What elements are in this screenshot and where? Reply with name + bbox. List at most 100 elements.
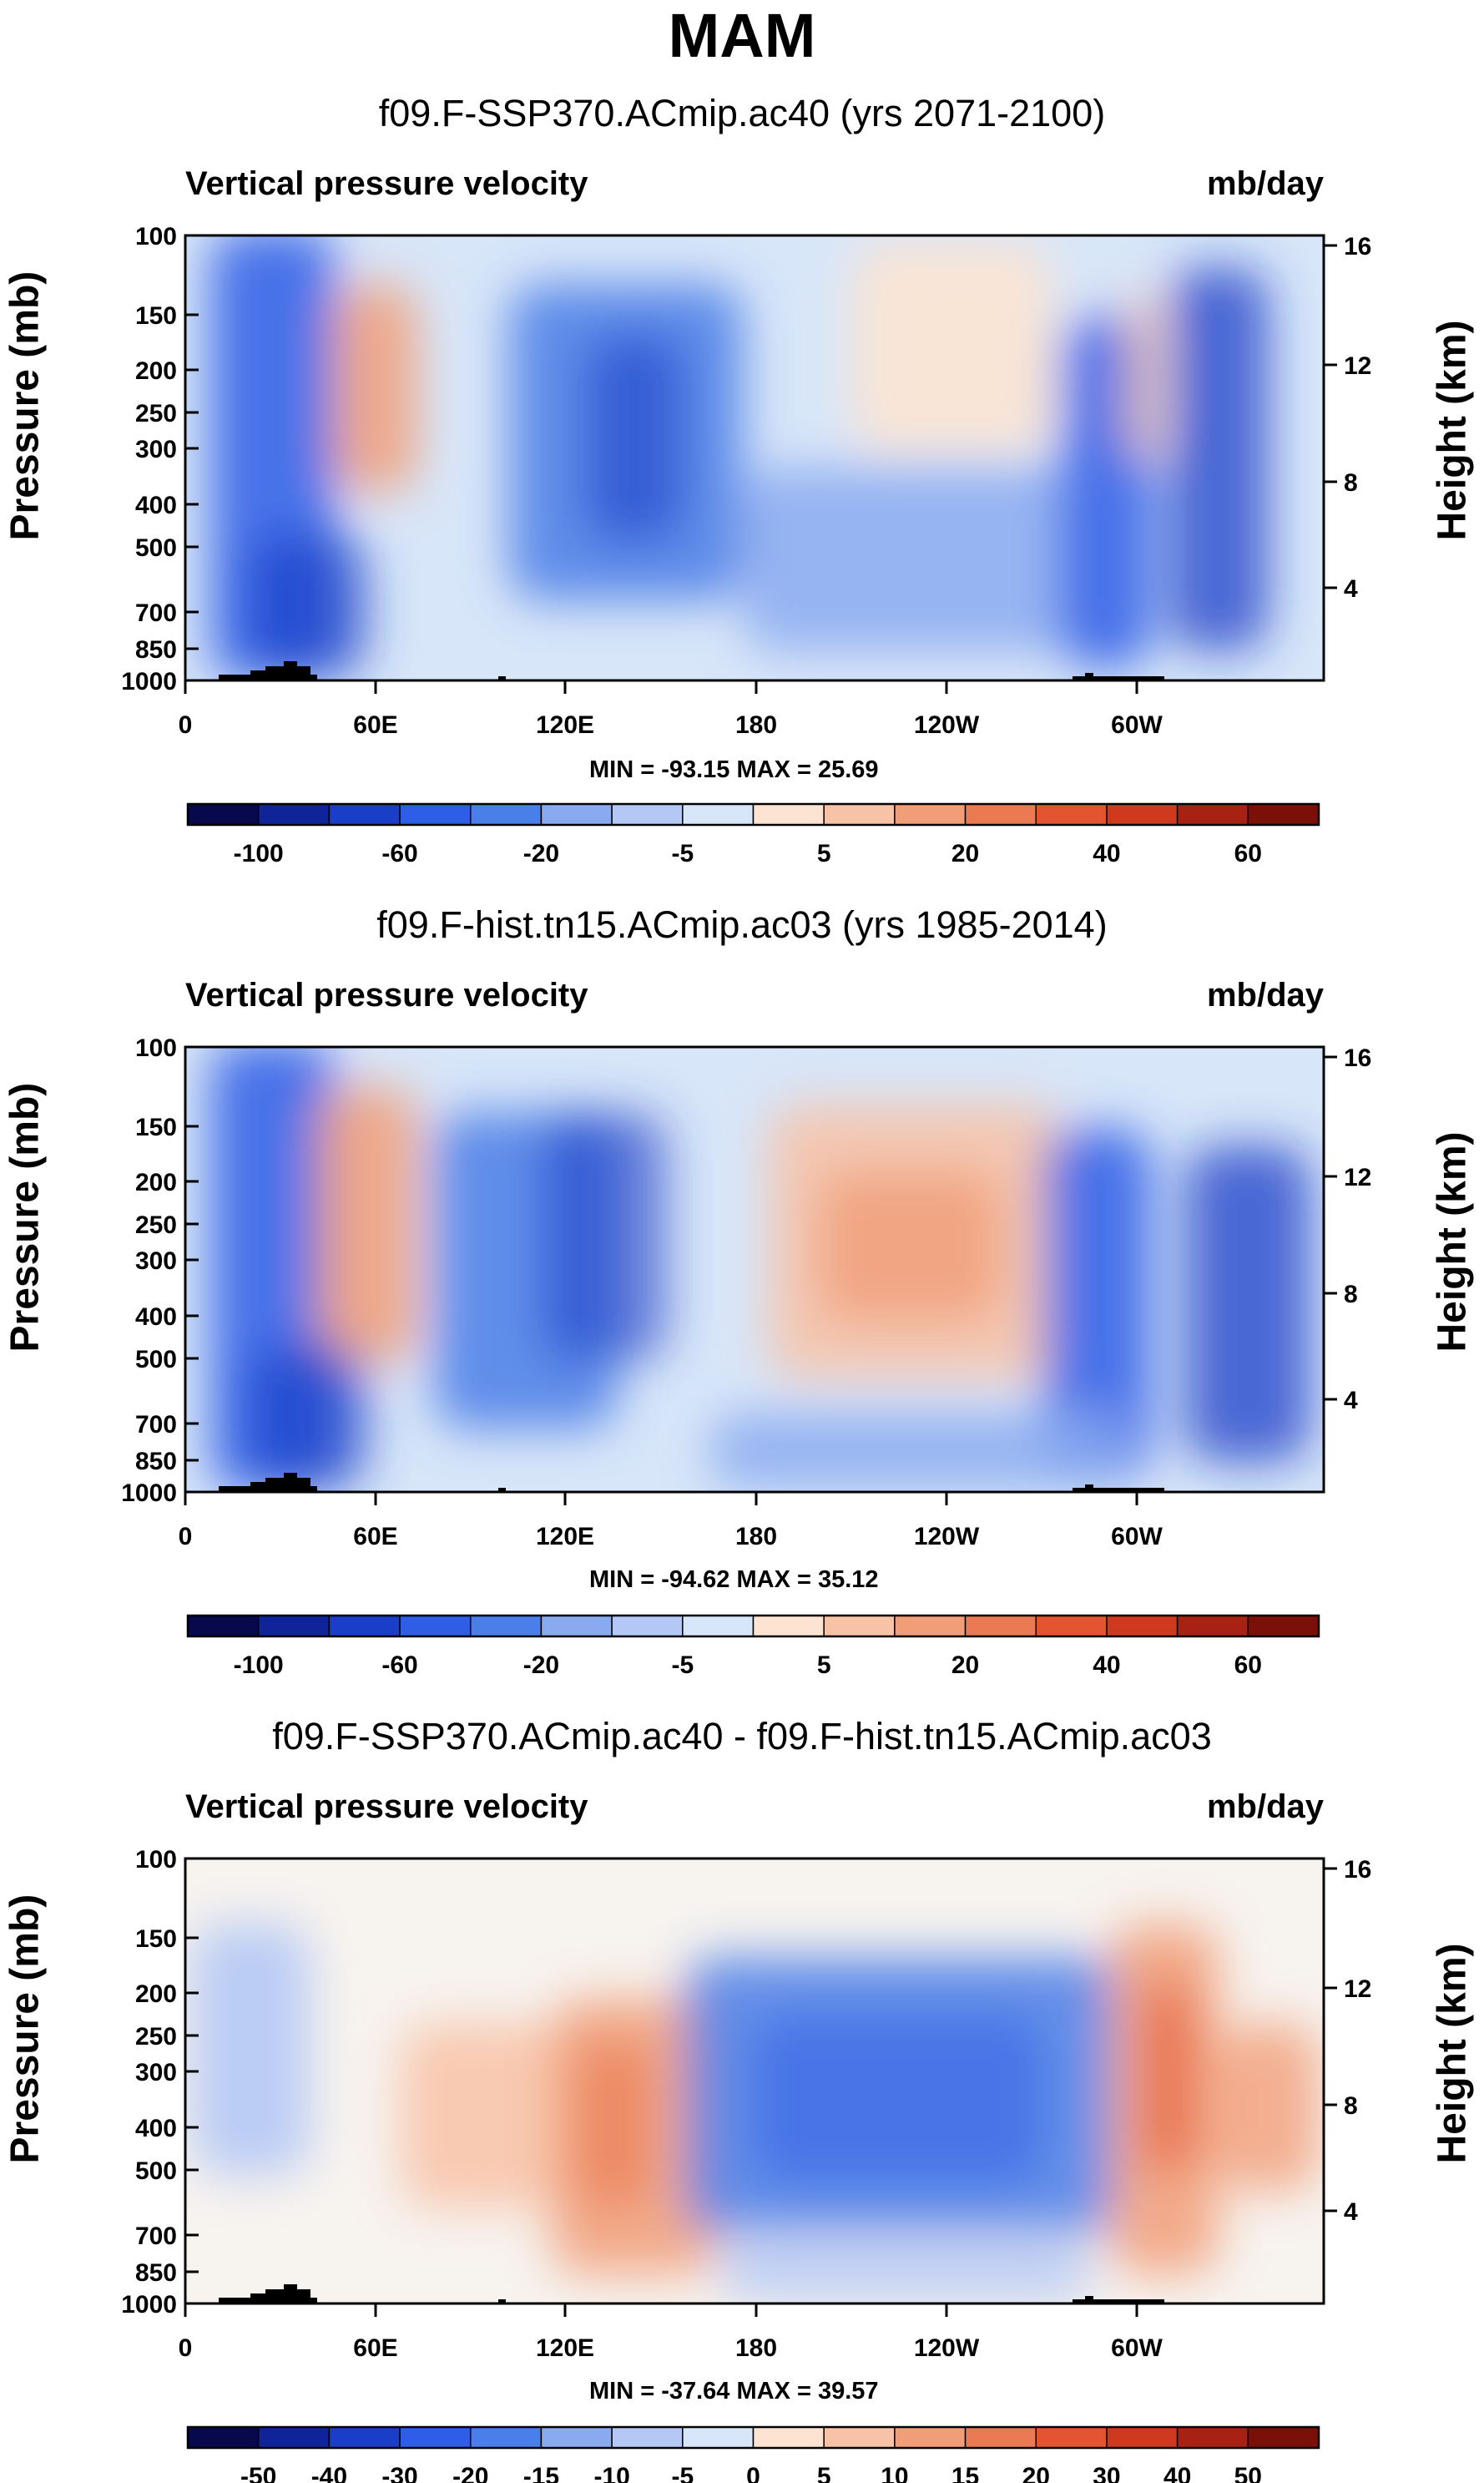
colorbar-label: 40	[1093, 840, 1120, 867]
topography	[219, 661, 1164, 680]
y-tick-label: 1000	[121, 1479, 177, 1507]
y-right-tick-label: 4	[1344, 1387, 1358, 1414]
colorbar-label: -40	[311, 2463, 347, 2483]
x-tick-label: 120W	[914, 2334, 980, 2362]
y-tick-label: 500	[135, 534, 177, 562]
colorbar-swatch	[1176, 2426, 1249, 2449]
y-tick-label: 1000	[121, 2291, 177, 2319]
y-right-tick-label: 4	[1344, 2198, 1358, 2226]
y-tick-label: 400	[135, 492, 177, 519]
colorbar-swatch	[964, 2426, 1037, 2449]
y-tick-label: 300	[135, 2059, 177, 2086]
field-contour	[1185, 1145, 1310, 1463]
y-tick-label: 150	[135, 1114, 177, 1141]
panel2-title: f09.F-hist.tn15.ACmip.ac03 (yrs 1985-201…	[376, 903, 1108, 946]
y-tick-label: 250	[135, 1211, 177, 1239]
field-contour	[709, 1413, 1127, 1488]
y-tick-label: 500	[135, 2157, 177, 2185]
panel2-units-label: mb/day	[1206, 977, 1324, 1014]
y-right-tick-label: 16	[1344, 1856, 1371, 1884]
x-tick-label: 60W	[1111, 711, 1163, 739]
x-tick-label: 120W	[914, 711, 980, 739]
x-tick-label: 120E	[536, 1523, 594, 1550]
panel2-variable-label: Vertical pressure velocity	[185, 977, 588, 1014]
colorbar-swatch	[540, 1615, 613, 1637]
field-contour	[818, 1171, 1002, 1321]
plot-frame	[184, 234, 1325, 682]
panel1-minmax: MIN = -93.15 MAX = 25.69	[589, 756, 879, 783]
y-tick-label: 700	[135, 1411, 177, 1439]
field-contour	[743, 468, 1093, 651]
colorbar-label: -20	[523, 1651, 559, 1679]
x-tick-label: 60W	[1111, 2334, 1163, 2362]
x-tick-label: 0	[179, 1523, 193, 1550]
topography	[219, 2284, 1164, 2303]
y-tick-label: 250	[135, 2023, 177, 2051]
panel1-title: f09.F-SSP370.ACmip.ac40 (yrs 2071-2100)	[378, 92, 1106, 134]
colorbar-label: 60	[1234, 1651, 1262, 1679]
y-right-tick-label: 12	[1344, 1164, 1371, 1191]
colorbar-swatch	[682, 2426, 755, 2449]
colorbar-swatch	[187, 803, 260, 826]
panel3-minmax: MIN = -37.64 MAX = 39.57	[589, 2378, 879, 2405]
colorbar-frame	[186, 802, 1320, 827]
y-tick-label: 700	[135, 2223, 177, 2250]
y-tick-label: 400	[135, 1303, 177, 1331]
colorbar-label: 20	[951, 840, 979, 867]
field-contour	[543, 1112, 668, 1363]
x-tick-label: 180	[735, 711, 777, 739]
colorbar-swatch	[328, 2426, 401, 2449]
y-tick-label: 150	[135, 1925, 177, 1953]
colorbar-swatch	[540, 2426, 613, 2449]
field-contour	[192, 1924, 309, 2174]
colorbar-label: 0	[746, 2463, 760, 2483]
colorbar-swatch	[1035, 2426, 1108, 2449]
colorbar-label: -100	[234, 840, 284, 867]
colorbar-swatch	[470, 2426, 543, 2449]
y-tick-label: 200	[135, 357, 177, 385]
x-tick-label: 180	[735, 2334, 777, 2362]
colorbar-label: -5	[671, 1651, 694, 1679]
y-tick-label: 250	[135, 400, 177, 427]
y-tick-label: 500	[135, 1346, 177, 1373]
y-right-tick-label: 16	[1344, 1044, 1371, 1072]
field-contour	[576, 2041, 651, 2207]
y-tick-label: 100	[135, 1846, 177, 1874]
field-contour	[1143, 1982, 1194, 2174]
y-right-tick-label: 12	[1344, 1975, 1371, 2003]
x-tick-label: 60E	[353, 2334, 397, 2362]
field-contour	[584, 334, 684, 543]
panel3-units-label: mb/day	[1206, 1788, 1324, 1825]
y-tick-label: 850	[135, 1448, 177, 1475]
panel1-field	[185, 235, 1324, 680]
y-tick-label: 850	[135, 636, 177, 664]
colorbar-label: 30	[1093, 2463, 1120, 2483]
field-contour	[718, 2241, 1093, 2299]
y-tick-label: 100	[135, 223, 177, 250]
field-contour	[334, 284, 417, 493]
colorbar-swatch	[1106, 2426, 1179, 2449]
colorbar-swatch	[611, 1615, 684, 1637]
colorbar-label: -10	[593, 2463, 629, 2483]
y-tick-label: 200	[135, 1980, 177, 2008]
panel2-field	[185, 1047, 1324, 1492]
x-tick-label: 60E	[353, 711, 397, 739]
x-tick-label: 180	[735, 1523, 777, 1550]
colorbar-label: 5	[817, 2463, 831, 2483]
plot-frame	[184, 1045, 1325, 1494]
colorbar-label: 20	[951, 1651, 979, 1679]
colorbar-swatch	[257, 803, 331, 826]
colorbar-swatch	[399, 1615, 472, 1637]
panel1-variable-label: Vertical pressure velocity	[185, 165, 588, 202]
colorbar-label: -60	[381, 1651, 417, 1679]
field-contour	[1169, 267, 1269, 651]
field-contour	[401, 2024, 568, 2207]
colorbar-frame	[186, 1614, 1320, 1638]
colorbar-label: 5	[817, 840, 831, 867]
field-contour	[250, 1346, 367, 1488]
x-tick-label: 60E	[353, 1523, 397, 1550]
colorbar-label: 5	[817, 1651, 831, 1679]
